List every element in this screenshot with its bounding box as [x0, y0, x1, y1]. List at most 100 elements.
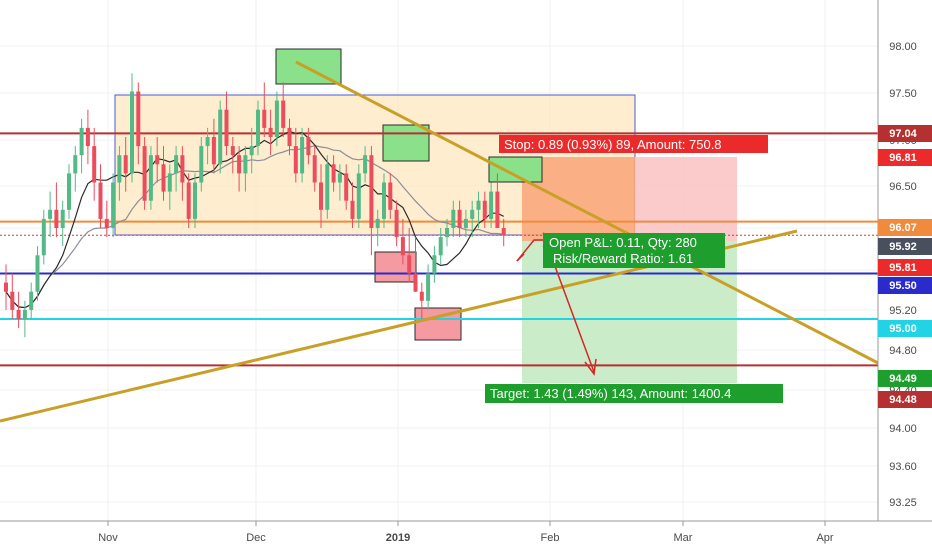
candle-body-76 — [482, 200, 487, 219]
candle-body-0 — [4, 282, 8, 292]
x-tick-label: Feb — [541, 532, 560, 544]
candle-body-33 — [211, 137, 216, 165]
x-tick-label: Dec — [246, 532, 266, 544]
candle-body-15 — [98, 182, 103, 219]
x-tick-label: Nov — [98, 532, 118, 544]
candle-body-4 — [29, 291, 34, 310]
candle-body-46 — [293, 146, 298, 174]
candle-body-79 — [501, 228, 506, 236]
price-tag-label: 97.04 — [889, 128, 917, 140]
candle-body-36 — [230, 146, 235, 156]
candle-body-71 — [451, 209, 456, 228]
candle-body-59 — [375, 218, 380, 228]
candle-body-78 — [495, 191, 500, 228]
candle-body-64 — [407, 255, 412, 274]
candle-body-75 — [476, 200, 481, 210]
candle-body-24 — [155, 155, 160, 165]
candle-body-7 — [48, 209, 53, 219]
candle-body-3 — [22, 309, 27, 319]
candle-body-25 — [161, 164, 166, 192]
high-marker-2[interactable] — [382, 124, 430, 162]
price-tag-label: 96.81 — [889, 152, 917, 164]
price-tag-label: 95.00 — [889, 323, 917, 335]
candle-body-18 — [117, 155, 122, 183]
candle-body-50 — [319, 182, 323, 210]
rr-label-text: Risk/Reward Ratio: 1.61 — [553, 251, 693, 266]
candle-body-20 — [130, 91, 134, 174]
candle-body-40 — [256, 109, 260, 147]
candle-body-62 — [394, 209, 399, 238]
candle-body-1 — [10, 291, 15, 310]
candle-body-13 — [85, 127, 90, 147]
y-tick-label: 97.50 — [889, 88, 917, 100]
candles — [4, 73, 506, 338]
candle-body-22 — [142, 146, 147, 201]
stop-label[interactable]: Stop: 0.89 (0.93%) 89, Amount: 750.8 — [499, 135, 768, 153]
candle-body-41 — [262, 109, 267, 128]
price-tag-label: 94.48 — [889, 394, 917, 406]
price-tag-label: 96.07 — [889, 222, 917, 234]
candle-body-45 — [287, 127, 292, 147]
target-label[interactable]: Target: 1.43 (1.49%) 143, Amount: 1400.4 — [485, 384, 783, 403]
candle-body-72 — [457, 209, 462, 228]
candle-body-74 — [470, 209, 475, 219]
candle-body-10 — [67, 173, 71, 210]
candle-body-63 — [400, 237, 405, 256]
price-tag-bg-8 — [878, 391, 932, 408]
pnl-label[interactable]: Open P&L: 0.11, Qty: 280 Risk/Reward Rat… — [543, 233, 725, 268]
y-tick-label: 96.50 — [889, 181, 917, 193]
pnl-label-text: Open P&L: 0.11, Qty: 280 — [549, 235, 697, 250]
candle-body-19 — [123, 155, 128, 174]
x-tick-label: Apr — [816, 532, 833, 544]
price-tag-bg-3 — [878, 238, 932, 255]
candle-body-56 — [356, 173, 361, 219]
descending-trendline[interactable] — [295, 60, 881, 366]
candle-body-6 — [41, 218, 46, 256]
candle-body-37 — [237, 155, 242, 174]
candle-body-17 — [111, 182, 116, 228]
sma-long-line — [5, 144, 504, 309]
candle-body-54 — [344, 173, 349, 201]
candle-body-5 — [35, 255, 40, 292]
price-tag-bg-4 — [878, 259, 932, 276]
candle-body-57 — [363, 155, 368, 174]
candle-body-65 — [413, 273, 418, 292]
stop-label-text: Stop: 0.89 (0.93%) 89, Amount: 750.8 — [504, 137, 722, 152]
moving-averages — [5, 130, 504, 309]
target-label-text: Target: 1.43 (1.49%) 143, Amount: 1400.4 — [490, 386, 731, 401]
candle-body-55 — [350, 200, 355, 219]
candle-body-21 — [136, 91, 141, 147]
candle-body-47 — [300, 137, 305, 174]
candle-body-27 — [174, 155, 179, 174]
candle-body-29 — [186, 182, 191, 219]
candle-body-60 — [382, 182, 386, 219]
candle-body-2 — [16, 309, 21, 319]
y-tick-label: 95.20 — [889, 305, 917, 317]
y-tick-label: 93.25 — [889, 497, 917, 509]
candle-body-43 — [274, 100, 279, 137]
candle-body-38 — [243, 155, 248, 174]
candle-body-52 — [331, 164, 336, 183]
stop-zone-extension — [635, 157, 737, 241]
candle-body-23 — [148, 155, 153, 201]
horizontal-levels — [0, 132, 878, 367]
y-tick-label: 94.00 — [889, 423, 917, 435]
price-tag-bg-6 — [878, 320, 932, 337]
candle-body-42 — [268, 127, 273, 137]
sma-short-line — [5, 130, 504, 309]
candle-body-49 — [312, 155, 317, 183]
candle-body-73 — [463, 218, 468, 228]
candle-body-26 — [167, 173, 172, 192]
price-tag-label: 94.49 — [889, 373, 917, 385]
candle-body-8 — [54, 209, 59, 228]
y-tick-label: 98.00 — [889, 41, 917, 53]
price-tag-bg-1 — [878, 149, 932, 166]
candle-body-66 — [419, 291, 424, 301]
price-tag-label: 95.50 — [889, 280, 917, 292]
price-tag-bg-2 — [878, 219, 932, 236]
time-axis[interactable]: Nov Dec 2019 Feb Mar Apr — [98, 521, 834, 544]
candle-body-70 — [445, 228, 449, 238]
candle-body-44 — [281, 100, 286, 128]
candle-body-48 — [306, 137, 311, 156]
